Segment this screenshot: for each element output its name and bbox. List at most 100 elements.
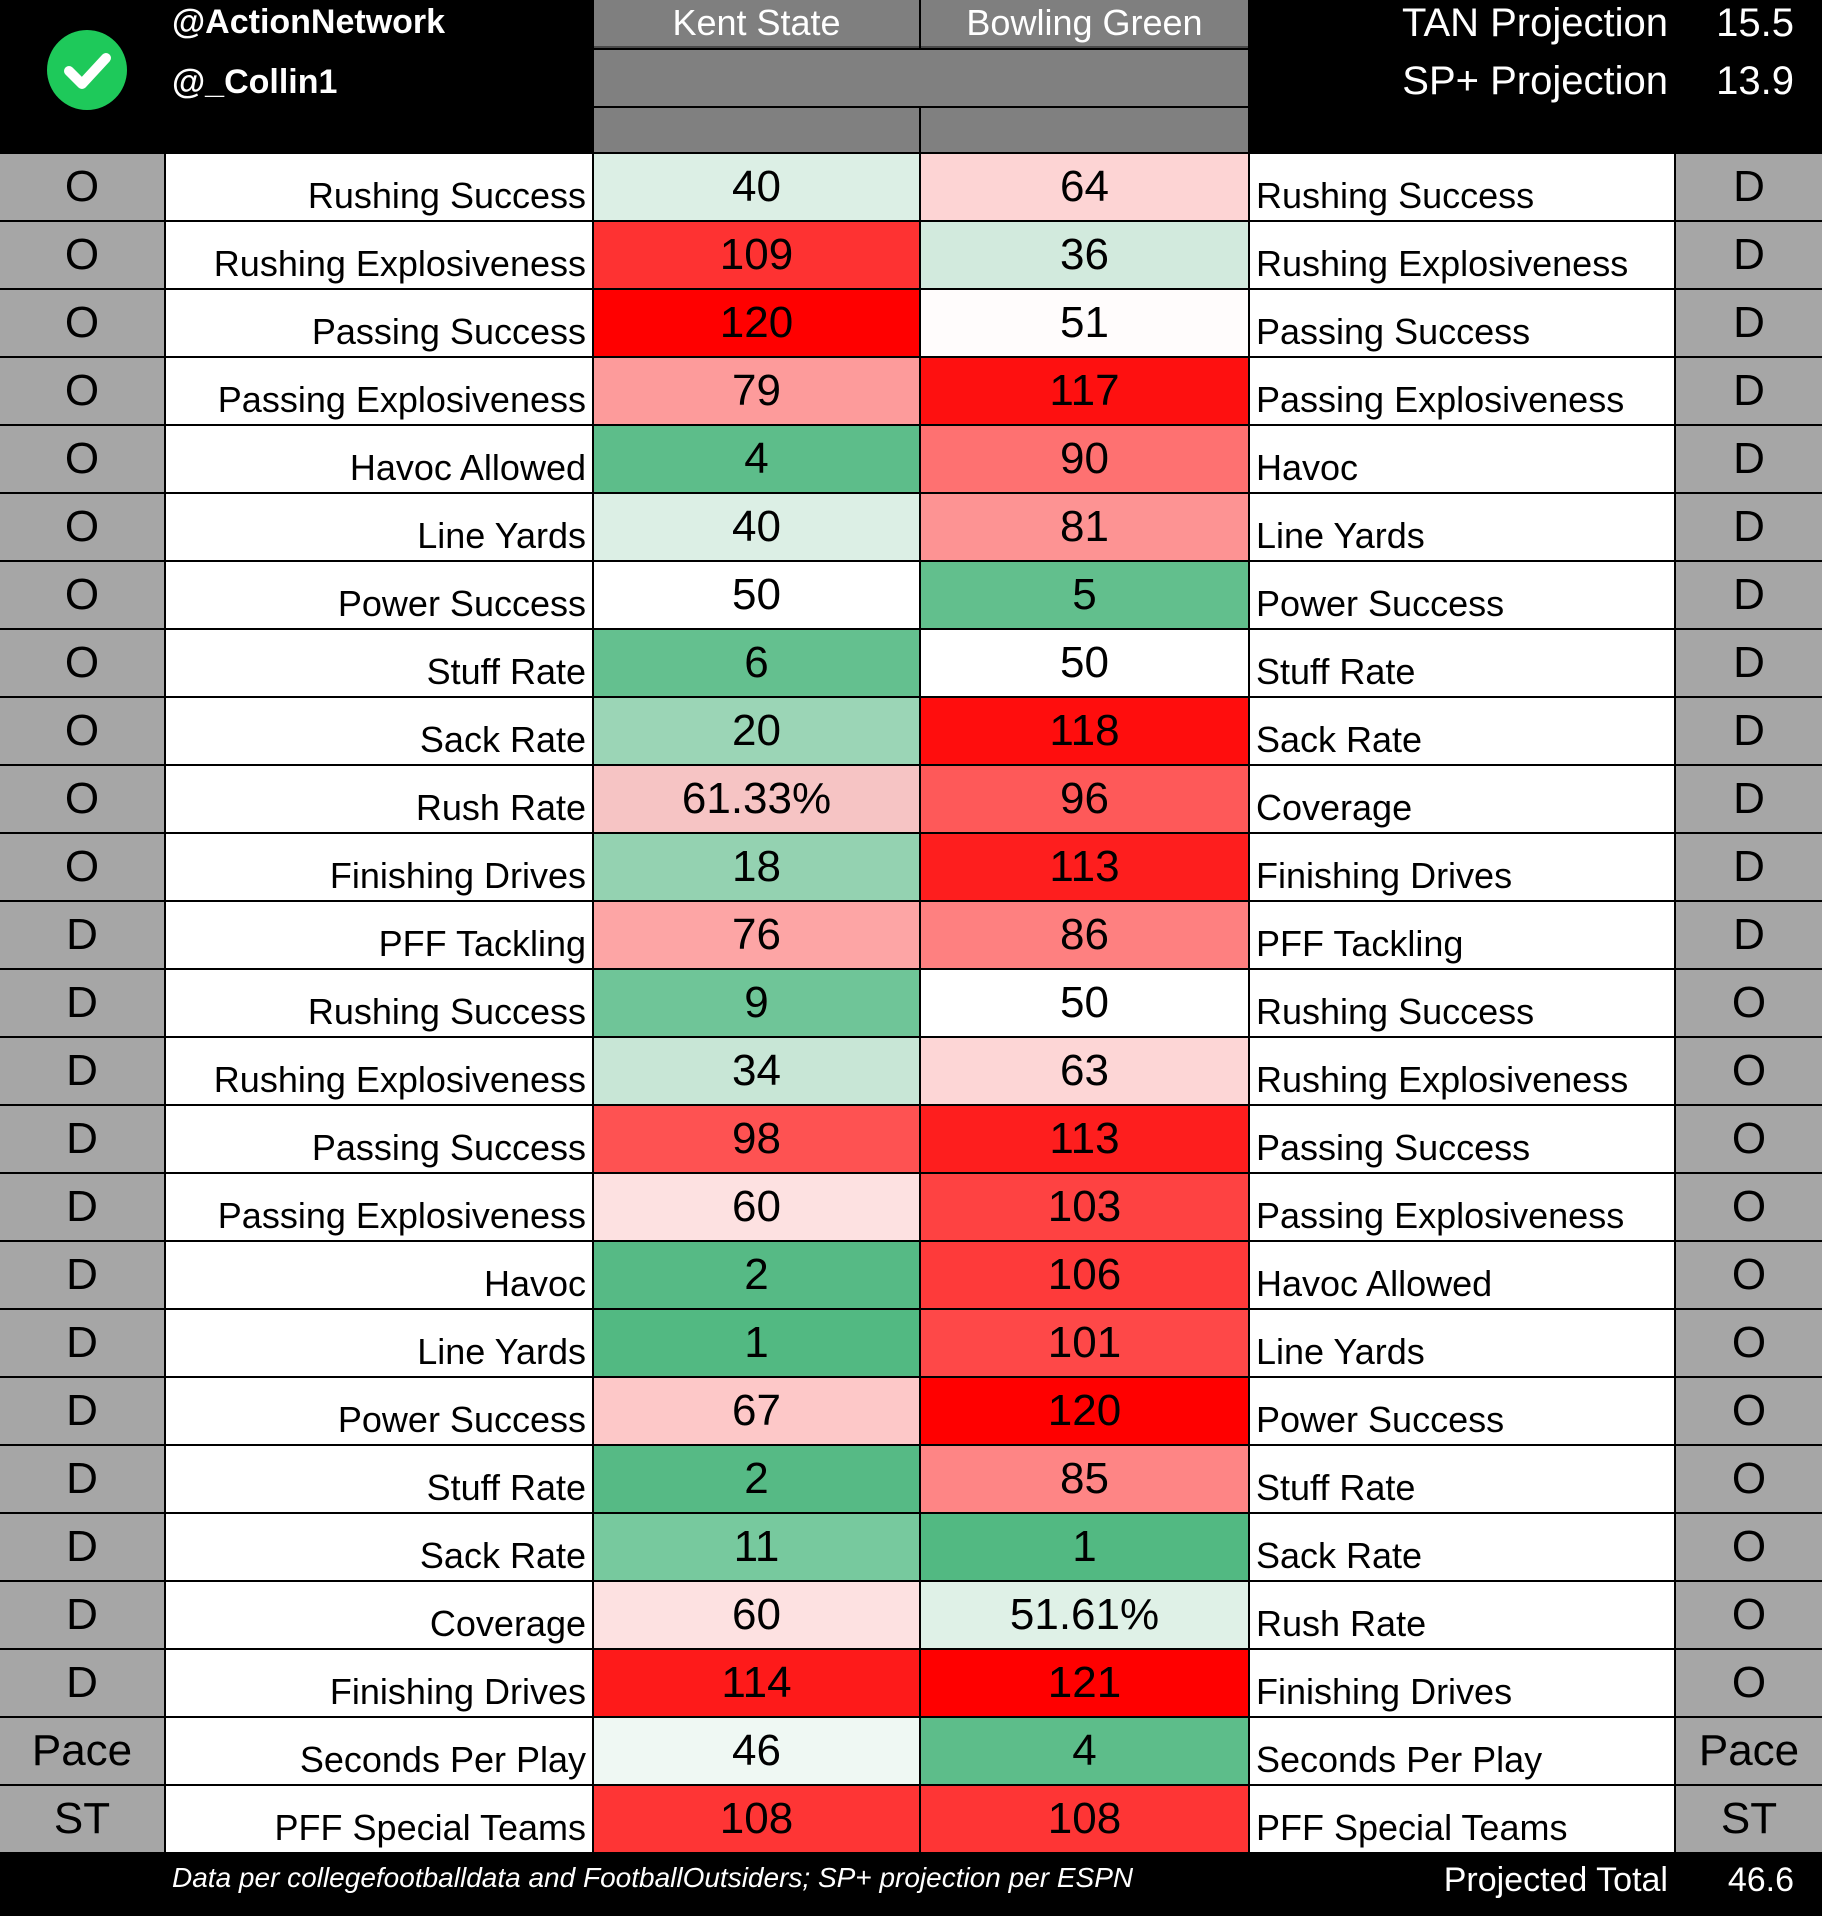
table-row: D Havoc 2 106 Havoc Allowed O <box>0 1242 1822 1310</box>
row-side-right: ST <box>1676 1786 1822 1852</box>
bowling-green-rank: 4 <box>921 1718 1248 1784</box>
kent-state-rank: 20 <box>594 698 919 764</box>
row-side-right: D <box>1676 630 1822 696</box>
row-label-right: Rushing Explosiveness <box>1250 222 1674 288</box>
kent-state-rank: 46 <box>594 1718 919 1784</box>
row-label-left: Rushing Success <box>166 970 592 1036</box>
row-label-left: Passing Explosiveness <box>166 1174 592 1240</box>
row-label-right: Finishing Drives <box>1250 1650 1674 1716</box>
bowling-green-rank: 121 <box>921 1650 1248 1716</box>
row-label-right: Rush Rate <box>1250 1582 1674 1648</box>
row-label-left: Passing Explosiveness <box>166 358 592 424</box>
table-row: D Power Success 67 120 Power Success O <box>0 1378 1822 1446</box>
table-row: D Rushing Success 9 50 Rushing Success O <box>0 970 1822 1038</box>
row-side-left: O <box>0 290 164 356</box>
row-side-right: O <box>1676 1242 1822 1308</box>
bowling-green-rank: 36 <box>921 222 1248 288</box>
checkmark-circle-icon <box>47 30 127 110</box>
row-label-left: Rushing Explosiveness <box>166 1038 592 1104</box>
sp-projection-label: SP+ Projection <box>1402 59 1668 103</box>
team-header-bowling-green: Bowling Green <box>921 0 1248 48</box>
table-row: D Finishing Drives 114 121 Finishing Drives O <box>0 1650 1822 1718</box>
kent-state-rank: 9 <box>594 970 919 1036</box>
bowling-green-rank: 86 <box>921 902 1248 968</box>
row-label-left: Sack Rate <box>166 698 592 764</box>
header-grey-band <box>594 50 1248 106</box>
kent-state-rank: 4 <box>594 426 919 492</box>
data-source-note: Data per collegefootballdata and Footbal… <box>172 1862 1134 1893</box>
bowling-green-rank: 63 <box>921 1038 1248 1104</box>
bowling-green-rank: 85 <box>921 1446 1248 1512</box>
table-row: Pace Seconds Per Play 46 4 Seconds Per Play P… <box>0 1718 1822 1786</box>
row-side-left: O <box>0 154 164 220</box>
bowling-green-rank: 90 <box>921 426 1248 492</box>
row-label-right: Power Success <box>1250 1378 1674 1444</box>
bowling-green-rank: 1 <box>921 1514 1248 1580</box>
bowling-green-rank: 108 <box>921 1786 1248 1852</box>
row-label-right: Line Yards <box>1250 494 1674 560</box>
row-label-right: Havoc <box>1250 426 1674 492</box>
row-side-right: D <box>1676 358 1822 424</box>
bowling-green-rank: 96 <box>921 766 1248 832</box>
row-side-right: O <box>1676 1650 1822 1716</box>
row-side-right: O <box>1676 1174 1822 1240</box>
row-label-left: Passing Success <box>166 290 592 356</box>
row-label-left: PFF Tackling <box>166 902 592 968</box>
row-label-left: Havoc Allowed <box>166 426 592 492</box>
row-side-left: ST <box>0 1786 164 1852</box>
kent-state-rank: 2 <box>594 1242 919 1308</box>
row-label-left: Stuff Rate <box>166 630 592 696</box>
row-side-right: O <box>1676 1514 1822 1580</box>
bowling-green-rank: 50 <box>921 970 1248 1036</box>
bowling-green-rank: 5 <box>921 562 1248 628</box>
row-label-left: Stuff Rate <box>166 1446 592 1512</box>
row-label-left: Seconds Per Play <box>166 1718 592 1784</box>
row-label-right: Stuff Rate <box>1250 1446 1674 1512</box>
table-row: D Passing Success 98 113 Passing Success O <box>0 1106 1822 1174</box>
table-row: O Havoc Allowed 4 90 Havoc D <box>0 426 1822 494</box>
projected-total-value: 46.6 <box>1727 1861 1794 1899</box>
kent-state-rank: 61.33% <box>594 766 919 832</box>
row-side-left: O <box>0 426 164 492</box>
row-label-right: Sack Rate <box>1250 698 1674 764</box>
kent-state-rank: 40 <box>594 154 919 220</box>
row-label-right: Passing Success <box>1250 290 1674 356</box>
row-label-right: Rushing Success <box>1250 154 1674 220</box>
bowling-green-rank: 120 <box>921 1378 1248 1444</box>
table-row: D Line Yards 1 101 Line Yards O <box>0 1310 1822 1378</box>
table-row: O Sack Rate 20 118 Sack Rate D <box>0 698 1822 766</box>
row-side-right: O <box>1676 1446 1822 1512</box>
table-row: O Line Yards 40 81 Line Yards D <box>0 494 1822 562</box>
row-side-right: D <box>1676 834 1822 900</box>
row-side-left: D <box>0 970 164 1036</box>
team-header-kent-state: Kent State <box>594 0 919 48</box>
projected-total-label: Projected Total <box>1443 1861 1668 1899</box>
row-label-right: Rushing Explosiveness <box>1250 1038 1674 1104</box>
bowling-green-rank: 103 <box>921 1174 1248 1240</box>
row-side-right: O <box>1676 1038 1822 1104</box>
table-row: O Power Success 50 5 Power Success D <box>0 562 1822 630</box>
row-label-left: Line Yards <box>166 1310 592 1376</box>
tan-projection-label: TAN Projection <box>1401 1 1668 45</box>
row-side-right: D <box>1676 562 1822 628</box>
bowling-green-rank: 51 <box>921 290 1248 356</box>
table-row: D Rushing Explosiveness 34 63 Rushing Explos… <box>0 1038 1822 1106</box>
row-label-left: Rushing Explosiveness <box>166 222 592 288</box>
row-side-right: D <box>1676 426 1822 492</box>
bowling-green-rank: 81 <box>921 494 1248 560</box>
handle-collin: @_Collin1 <box>172 63 338 101</box>
table-row: ST PFF Special Teams 108 108 PFF Special Tea… <box>0 1786 1822 1854</box>
row-side-right: D <box>1676 902 1822 968</box>
row-side-right: O <box>1676 1582 1822 1648</box>
row-label-right: Sack Rate <box>1250 1514 1674 1580</box>
row-label-left: PFF Special Teams <box>166 1786 592 1852</box>
table-row: D Sack Rate 11 1 Sack Rate O <box>0 1514 1822 1582</box>
table-row: O Passing Explosiveness 79 117 Passing Explo… <box>0 358 1822 426</box>
row-side-left: O <box>0 766 164 832</box>
table-row: O Rushing Success 40 64 Rushing Success D <box>0 154 1822 222</box>
table-row: O Stuff Rate 6 50 Stuff Rate D <box>0 630 1822 698</box>
row-side-right: O <box>1676 970 1822 1036</box>
row-side-right: O <box>1676 1378 1822 1444</box>
bowling-green-rank: 118 <box>921 698 1248 764</box>
row-side-right: D <box>1676 222 1822 288</box>
